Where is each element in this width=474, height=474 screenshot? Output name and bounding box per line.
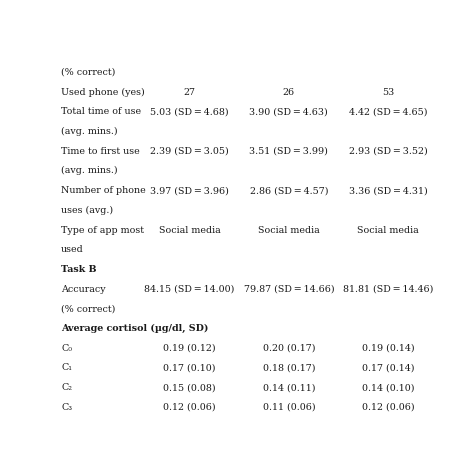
Text: Social media: Social media bbox=[159, 226, 220, 235]
Text: (% correct): (% correct) bbox=[61, 68, 116, 77]
Text: 2.86 (SD = 4.57): 2.86 (SD = 4.57) bbox=[250, 186, 328, 195]
Text: 0.12 (0.06): 0.12 (0.06) bbox=[362, 403, 414, 412]
Text: Type of app most: Type of app most bbox=[61, 226, 144, 235]
Text: 84.15 (SD = 14.00): 84.15 (SD = 14.00) bbox=[145, 284, 235, 293]
Text: 0.19 (0.14): 0.19 (0.14) bbox=[362, 344, 414, 353]
Text: Number of phone: Number of phone bbox=[61, 186, 146, 195]
Text: C₀: C₀ bbox=[61, 344, 72, 353]
Text: 2.93 (SD = 3.52): 2.93 (SD = 3.52) bbox=[349, 146, 428, 155]
Text: 0.19 (0.12): 0.19 (0.12) bbox=[164, 344, 216, 353]
Text: C₂: C₂ bbox=[61, 383, 72, 392]
Text: C₃: C₃ bbox=[61, 403, 72, 412]
Text: used: used bbox=[61, 245, 84, 254]
Text: 0.17 (0.10): 0.17 (0.10) bbox=[164, 364, 216, 373]
Text: 3.36 (SD = 4.31): 3.36 (SD = 4.31) bbox=[349, 186, 428, 195]
Text: Average cortisol (µg/dl, SD): Average cortisol (µg/dl, SD) bbox=[61, 324, 209, 333]
Text: 3.51 (SD = 3.99): 3.51 (SD = 3.99) bbox=[249, 146, 328, 155]
Text: uses (avg.): uses (avg.) bbox=[61, 206, 113, 215]
Text: Social media: Social media bbox=[357, 226, 419, 235]
Text: Used phone (yes): Used phone (yes) bbox=[61, 88, 145, 97]
Text: Social media: Social media bbox=[258, 226, 320, 235]
Text: 0.12 (0.06): 0.12 (0.06) bbox=[164, 403, 216, 412]
Text: Task B: Task B bbox=[61, 265, 97, 274]
Text: 4.42 (SD = 4.65): 4.42 (SD = 4.65) bbox=[349, 107, 427, 116]
Text: 2.39 (SD = 3.05): 2.39 (SD = 3.05) bbox=[150, 146, 229, 155]
Text: 3.90 (SD = 4.63): 3.90 (SD = 4.63) bbox=[249, 107, 328, 116]
Text: 27: 27 bbox=[183, 88, 196, 97]
Text: Time to first use: Time to first use bbox=[61, 146, 140, 155]
Text: 53: 53 bbox=[382, 88, 394, 97]
Text: C₁: C₁ bbox=[61, 364, 72, 373]
Text: 81.81 (SD = 14.46): 81.81 (SD = 14.46) bbox=[343, 284, 433, 293]
Text: 0.14 (0.10): 0.14 (0.10) bbox=[362, 383, 414, 392]
Text: 0.15 (0.08): 0.15 (0.08) bbox=[164, 383, 216, 392]
Text: (avg. mins.): (avg. mins.) bbox=[61, 166, 118, 175]
Text: 0.14 (0.11): 0.14 (0.11) bbox=[263, 383, 315, 392]
Text: (avg. mins.): (avg. mins.) bbox=[61, 127, 118, 136]
Text: Total time of use: Total time of use bbox=[61, 107, 141, 116]
Text: 0.17 (0.14): 0.17 (0.14) bbox=[362, 364, 414, 373]
Text: 5.03 (SD = 4.68): 5.03 (SD = 4.68) bbox=[150, 107, 229, 116]
Text: 0.20 (0.17): 0.20 (0.17) bbox=[263, 344, 315, 353]
Text: 0.18 (0.17): 0.18 (0.17) bbox=[263, 364, 315, 373]
Text: 79.87 (SD = 14.66): 79.87 (SD = 14.66) bbox=[244, 284, 334, 293]
Text: 3.97 (SD = 3.96): 3.97 (SD = 3.96) bbox=[150, 186, 229, 195]
Text: 0.11 (0.06): 0.11 (0.06) bbox=[263, 403, 315, 412]
Text: (% correct): (% correct) bbox=[61, 304, 116, 313]
Text: Accuracy: Accuracy bbox=[61, 284, 106, 293]
Text: 26: 26 bbox=[283, 88, 295, 97]
